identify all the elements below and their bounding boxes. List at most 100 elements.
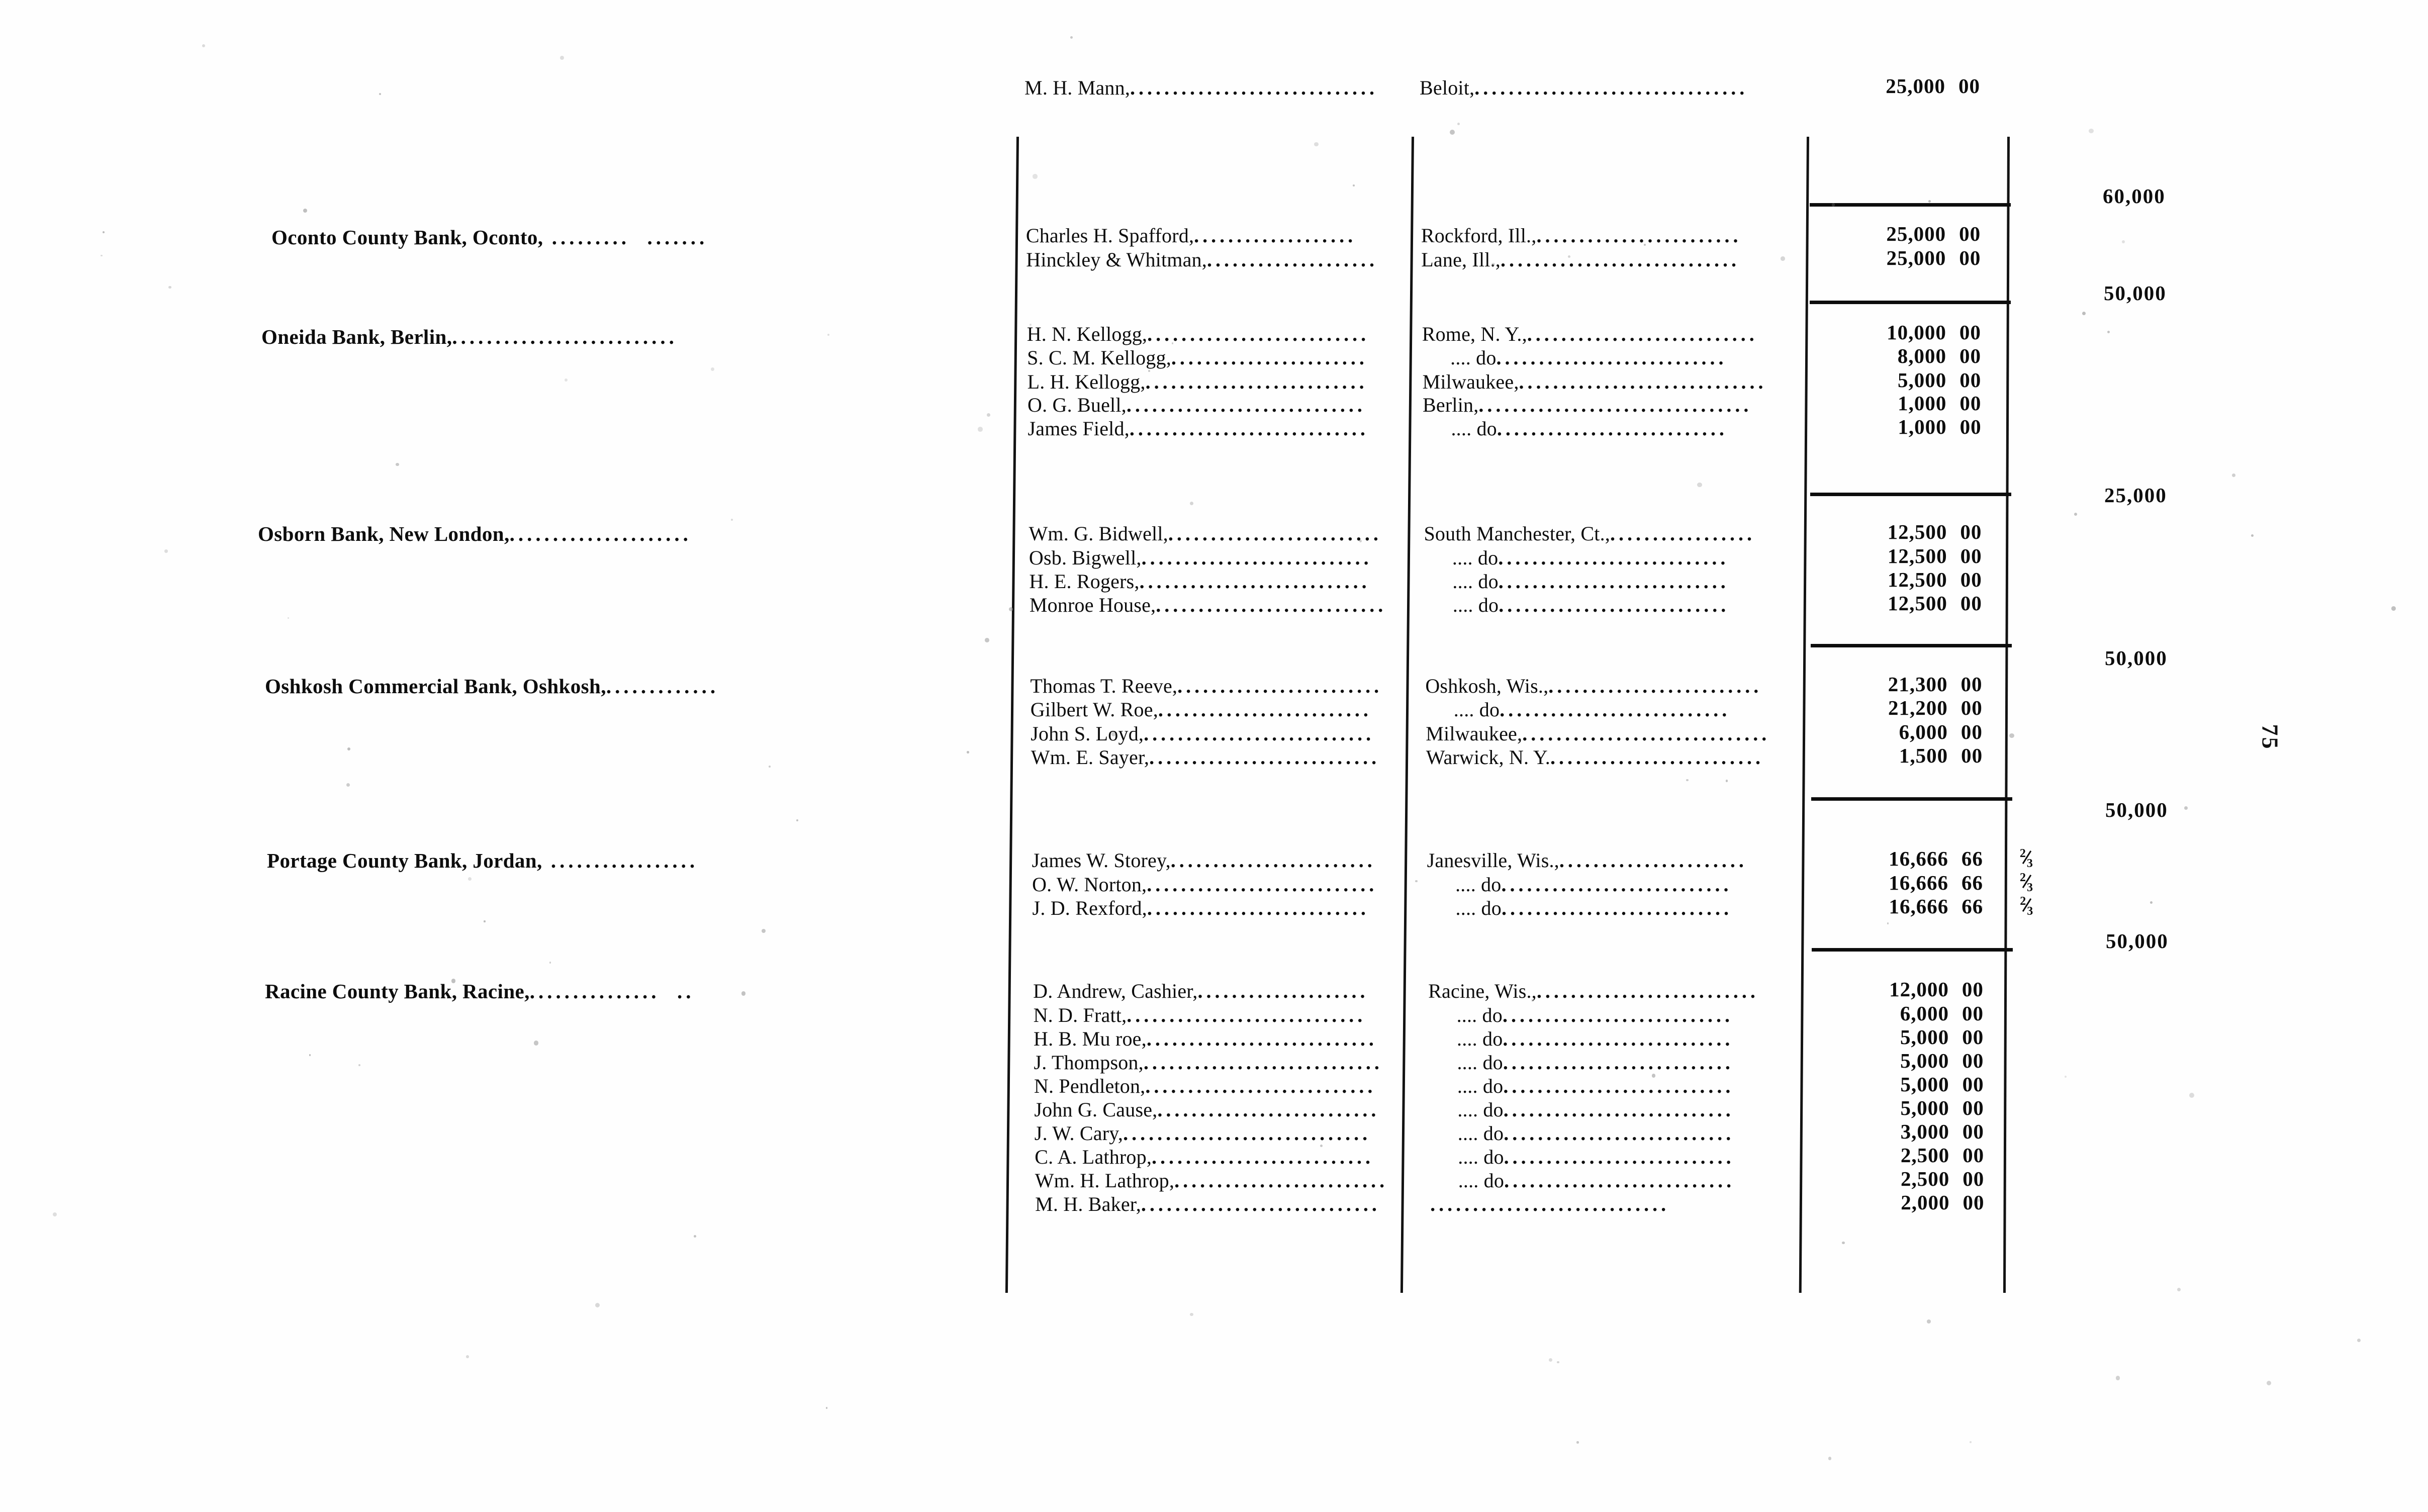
fraction-denominator: 3 (2027, 881, 2034, 894)
leader-dots: ........................ (1536, 224, 1742, 247)
amount-dollars: 12,500 (1887, 544, 1947, 568)
residence: Rome, N. Y.,........................... (1422, 324, 1758, 344)
scan-speck (761, 929, 766, 933)
amount-cell: 16,666 66 2 3 (1823, 895, 2033, 918)
leader-dots: .......................... (1145, 370, 1368, 393)
residence-text: .... do (1452, 546, 1499, 569)
amount-cents: 00 (1958, 74, 1981, 98)
stockholder-name-text: John G. Cause, (1034, 1098, 1158, 1121)
stockholder-name: John S. Loyd,........................... (1031, 724, 1374, 744)
scan-speck (358, 1064, 361, 1067)
amount-dollars: 2,500 (1900, 1144, 1950, 1167)
stockholder-name: H. B. Mu roe,........................... (1034, 1029, 1377, 1049)
leader-dots: ............................. (1522, 722, 1770, 745)
residence: Lane, Ill.,............................ (1421, 250, 1740, 270)
residence-text: .... do (1457, 1122, 1504, 1145)
scan-speck (2115, 1376, 2120, 1380)
leader-dots: ............................ (1127, 1004, 1366, 1026)
amount-dollars: 1,000 (1898, 392, 1947, 415)
leader-dots: ............................ (1500, 248, 1740, 271)
leader-dots: ........................... (1501, 873, 1732, 896)
scan-speck (2267, 1380, 2272, 1386)
scan-speck (1359, 539, 1362, 542)
scan-speck (769, 765, 771, 768)
scan-speck (741, 991, 746, 996)
stockholder-name-text: Wm. E. Sayer, (1031, 746, 1150, 769)
scan-speck (731, 519, 733, 521)
scan-speck (1457, 122, 1460, 125)
leader-dots: ........................... (1501, 897, 1732, 919)
leader-dots: ................................ (1478, 394, 1752, 416)
bank-label-text: Osborn Bank, New London, (258, 522, 510, 545)
stockholder-name: Osb. Bigwell,........................... (1029, 548, 1372, 568)
leader-dots: ........................... (1502, 1004, 1733, 1026)
residence-text: Rockford, Ill., (1421, 224, 1537, 247)
amount-cell: 12,500 00 (1822, 546, 2008, 566)
amount-cents: 00 (1960, 592, 1982, 615)
leader-dots: ......................... (1550, 746, 1764, 769)
scan-speck (1033, 174, 1038, 179)
amount-dollars: 5,000 (1900, 1049, 1949, 1072)
residence: .... do........................... (1455, 875, 1732, 895)
leader-dots: ........................... (1156, 594, 1387, 616)
stockholder-name: M. H. Baker,............................ (1035, 1194, 1380, 1214)
bank-label: Oneida Bank, Berlin,....................… (261, 327, 678, 347)
residence-text: Lane, Ill., (1421, 248, 1501, 271)
scan-speck (978, 426, 983, 432)
stockholder-name: James Field,............................ (1028, 419, 1368, 439)
stockholder-name: L. H. Kellogg,.......................... (1028, 372, 1368, 392)
scan-speck (1832, 203, 1835, 207)
stockholder-name-text: N. Pendleton, (1034, 1075, 1146, 1097)
residence-text: .... do (1457, 1027, 1503, 1050)
scan-speck (468, 877, 472, 881)
amount-cell: 12,500 00 (1822, 570, 2008, 590)
section-divider-1 (1810, 203, 2011, 207)
amount-cents: 00 (1962, 1120, 1984, 1143)
scan-speck (694, 1235, 697, 1238)
leader-dots: .................... (1197, 980, 1369, 1002)
amount-cell: 2,500 00 (1824, 1145, 2010, 1166)
amount-cell: 25,000 00 (1820, 248, 2006, 268)
leader-dots: ............................ (1143, 1051, 1383, 1074)
leader-dots: .................... (1206, 248, 1378, 271)
amount-dollars: 8,000 (1897, 344, 1947, 367)
fraction-denominator: 3 (2027, 905, 2034, 918)
amount-dollars: 21,200 (1888, 696, 1948, 719)
scan-speck (1651, 1074, 1656, 1078)
stockholder-name: James W. Storey,........................ (1032, 850, 1376, 871)
scan-speck (1887, 922, 1889, 924)
leader-dots: ........................... (1503, 1098, 1734, 1121)
residence: Janesville, Wis.,...................... (1427, 850, 1747, 871)
amount-dollars: 16,666 (1889, 895, 1949, 918)
amount-cents: 00 (1960, 696, 1983, 719)
column-rule-person (1005, 137, 1019, 1293)
amount-cell: 16,666 66 2 3 (1823, 847, 2033, 870)
stockholder-name: John G. Cause,.......................... (1034, 1100, 1379, 1120)
amount-dollars: 25,000 (1886, 222, 1946, 245)
amount-cell: 21,300 00 (1822, 674, 2008, 695)
amount-cell: 16,666 66 2 3 (1823, 872, 2033, 894)
scan-speck (825, 1407, 828, 1409)
leader-dots: ............................. (1519, 370, 1767, 393)
capital-total: 50,000 (2105, 646, 2168, 670)
amount-cell: 25,000 00 (1820, 224, 2006, 244)
amount-cell: 5,000 00 (1823, 1027, 2009, 1048)
amount-cell: 12,000 00 (1823, 979, 2009, 1000)
amount-dollars: 5,000 (1900, 1096, 1949, 1119)
residence: ............................ (1430, 1194, 1669, 1214)
residence: Warwick, N. Y.......................... (1426, 747, 1764, 768)
leader-dots: ........................... (1504, 1146, 1735, 1168)
stockholder-name-text: Gilbert W. Roe, (1030, 698, 1158, 721)
amount-cell: 5,000 00 (1824, 1074, 2010, 1095)
amount-dollars: 1,500 (1899, 744, 1948, 767)
residence-text: .... do (1458, 1169, 1505, 1192)
scan-speck (1828, 1457, 1832, 1460)
leader-dots: ........................... (1149, 746, 1380, 769)
fraction-denominator: 3 (2026, 857, 2033, 870)
leader-dots: ........................... (1146, 1027, 1377, 1050)
scan-speck (53, 1212, 57, 1217)
scan-speck (1725, 780, 1728, 782)
amount-dollars: 12,000 (1889, 978, 1949, 1001)
leader-dots: ........................... (1145, 1075, 1376, 1097)
